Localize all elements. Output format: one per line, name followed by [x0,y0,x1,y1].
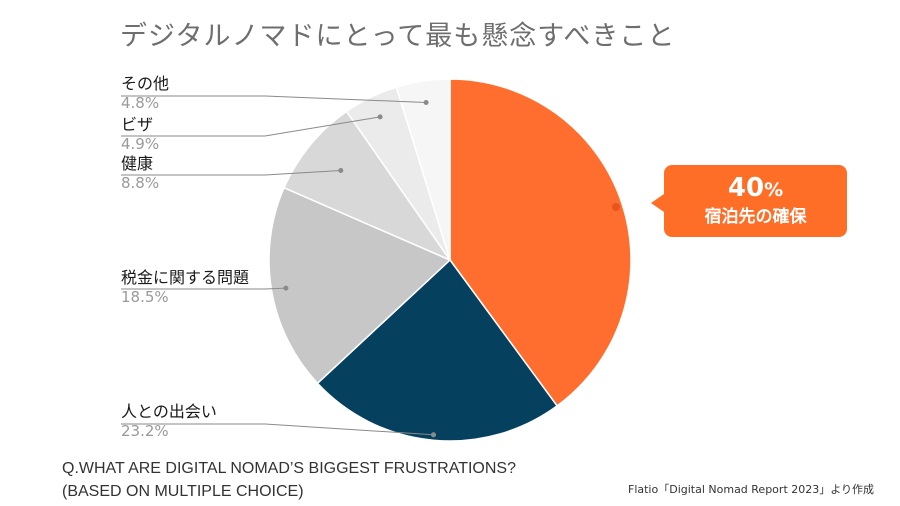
leader-dot-visa [377,114,383,120]
label-health-pct: 8.8% [121,174,160,192]
callout-accommodation: 40% 宿泊先の確保 [651,165,847,237]
chart-title: デジタルノマドにとって最も懸念すべきこと [120,21,676,52]
pie-slice-accommodation [449,78,632,407]
label-tax-name: 税金に関する問題 [121,268,250,287]
label-tax-pct: 18.5% [121,288,169,306]
label-visa-name: ビザ [121,115,154,134]
pie-slice-health [283,110,453,262]
leader-dot-health [338,168,344,173]
survey-question: Q.WHAT ARE DIGITAL NOMAD’S BIGGEST FRUST… [62,457,516,503]
leader-dot-other [423,100,429,105]
label-visa-pct: 4.9% [121,135,160,153]
label-meeting-name: 人との出会い [121,402,217,421]
leader-line-other [121,95,427,103]
callout-label: 宿泊先の確保 [704,207,807,227]
label-meeting-pct: 23.2% [121,422,169,440]
leader-line-meeting-people [121,423,434,436]
label-health-name: 健康 [121,154,154,173]
pie-slice-tax [268,186,452,385]
question-line-1: Q.WHAT ARE DIGITAL NOMAD’S BIGGEST FRUST… [62,460,516,477]
label-other-pct: 4.8% [121,94,160,112]
callout-connector-dot [612,203,620,211]
leader-line-visa [121,116,381,137]
label-other-name: その他 [121,74,170,93]
source-credit: Flatio「Digital Nomad Report 2023」より作成 [628,483,875,496]
callout-unit: % [764,179,784,201]
callout-value: 40% [664,173,847,205]
callout-number: 40 [727,173,765,203]
pie-slice-other [395,78,451,261]
leader-line-tax [121,287,286,290]
question-line-2: (BASED ON MULTIPLE CHOICE) [62,483,304,500]
leader-dot-tax [283,285,289,291]
pie-slice-meeting-people [316,258,559,442]
leader-dot-meeting-people [431,432,436,438]
leader-line-health [121,170,341,176]
